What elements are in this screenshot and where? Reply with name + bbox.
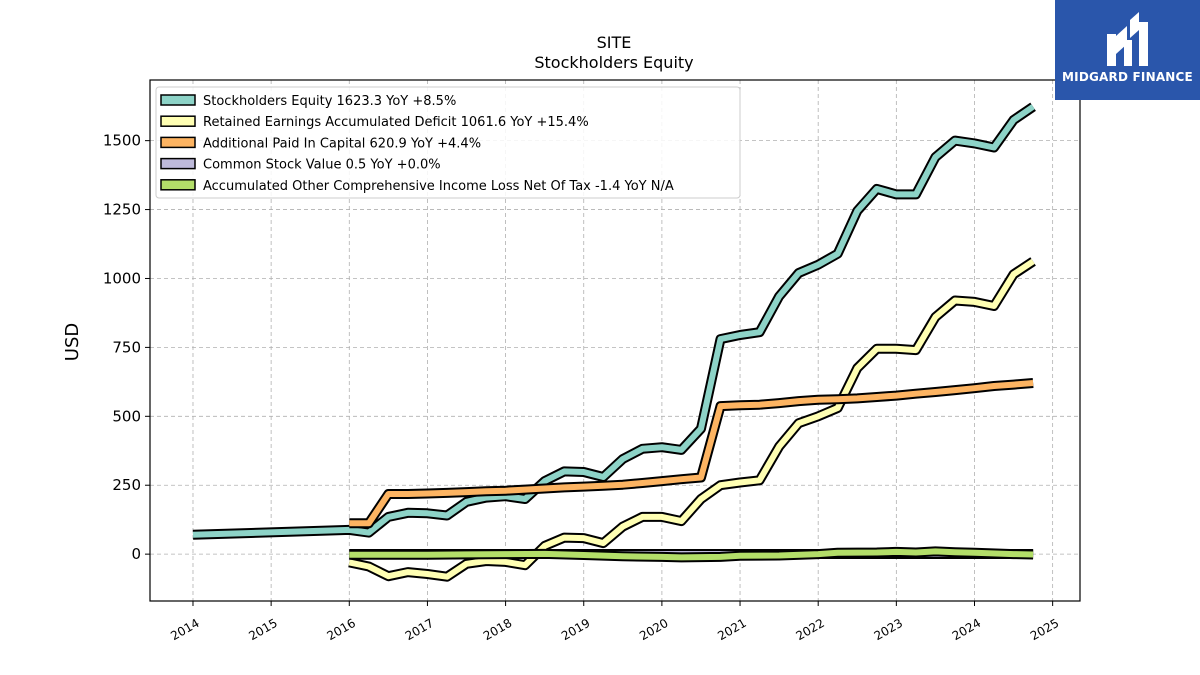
legend-swatch-2	[160, 136, 196, 149]
legend-swatch-4	[160, 179, 196, 191]
x-ticks: 2014 2015 2016 2017 2018 2019 2020 2021 2022 2023…	[168, 601, 1061, 643]
series-line-4	[349, 548, 1034, 561]
series-outline-2	[349, 378, 1034, 529]
chart-title: SITE	[597, 33, 632, 52]
y-tick-label: 0	[131, 545, 141, 563]
series-outline-1	[348, 257, 1036, 582]
legend-swatch-1	[160, 115, 196, 127]
y-tick-label: 500	[112, 407, 141, 425]
y-tick-label: 1250	[103, 201, 141, 219]
y-ticks: 0 250 500 750 1000 1250 1500	[103, 132, 150, 563]
legend-entry-1: Retained Earnings Accumulated Deficit 10…	[203, 115, 589, 130]
x-tick-label: 2014	[168, 616, 201, 643]
legend-swatch-3	[160, 157, 196, 170]
series-line-0	[192, 104, 1035, 538]
x-tick-label: 2017	[403, 616, 436, 643]
x-tick-label: 2025	[1028, 616, 1061, 643]
x-tick-label: 2018	[481, 616, 514, 643]
x-tick-label: 2016	[325, 616, 358, 643]
x-tick-label: 2022	[793, 616, 826, 643]
legend-box	[155, 86, 741, 199]
y-tick-label: 250	[112, 476, 141, 494]
legend: Stockholders Equity 1623.3 YoY +8.5% Reta…	[155, 86, 741, 199]
series-line-2	[349, 380, 1034, 527]
series-lines	[192, 102, 1036, 582]
legend-entry-3: Common Stock Value 0.5 YoY +0.0%	[203, 158, 441, 173]
y-axis-label: USD	[62, 323, 83, 361]
y-tick-label: 750	[112, 338, 141, 356]
chart-subtitle: Stockholders Equity	[534, 53, 693, 72]
y-tick-label: 1000	[103, 269, 141, 287]
x-tick-label: 2020	[637, 616, 670, 643]
x-tick-label: 2023	[872, 616, 905, 643]
x-tick-label: 2019	[559, 616, 592, 643]
x-tick-label: 2015	[246, 616, 279, 643]
legend-entry-0: Stockholders Equity 1623.3 YoY +8.5%	[203, 94, 456, 109]
x-tick-label: 2021	[715, 616, 748, 643]
x-tick-label: 2024	[950, 616, 983, 643]
logo-text: MIDGARD FINANCE	[1062, 70, 1193, 84]
logo-mark-icon	[1107, 12, 1148, 66]
legend-swatch-0	[160, 94, 196, 106]
brand-logo: MIDGARD FINANCE	[1055, 0, 1200, 100]
y-tick-label: 1500	[103, 132, 141, 150]
legend-entry-2: Additional Paid In Capital 620.9 YoY +4.…	[203, 136, 481, 151]
legend-entry-4: Accumulated Other Comprehensive Income L…	[203, 179, 674, 194]
series-line-1	[348, 258, 1035, 580]
plot-frame	[149, 79, 1081, 602]
